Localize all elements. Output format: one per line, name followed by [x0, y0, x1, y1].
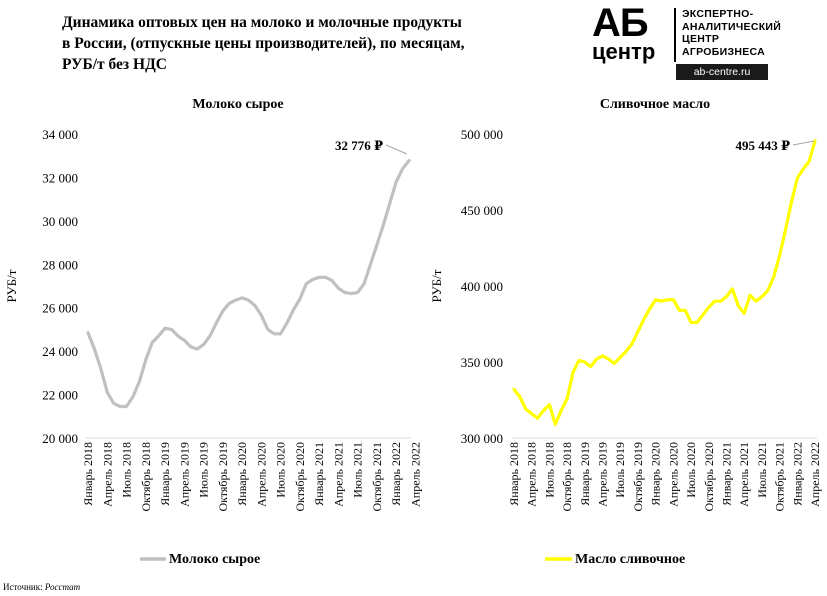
- butter-y-tick-label: 350 000: [461, 355, 503, 370]
- logo-caption-line-2: АНАЛИТИЧЕСКИЙ: [682, 20, 782, 33]
- title-line-2: в России, (отпускные цены производителей…: [62, 35, 465, 52]
- butter-x-tick-label: Апрель 2020: [666, 442, 680, 507]
- milk-y-tick-label: 20 000: [42, 431, 78, 446]
- milk-y-axis-label: РУБ/т: [4, 269, 19, 302]
- butter-x-tick-label: Апрель 2019: [596, 442, 610, 507]
- butter-x-tick-label: Январь 2019: [578, 442, 592, 506]
- milk-x-tick-label: Июль 2018: [120, 442, 134, 498]
- milk-x-tick-label: Июль 2019: [197, 442, 211, 498]
- milk-x-tick-label: Июль 2020: [274, 442, 288, 498]
- milk-y-tick-label: 32 000: [42, 170, 78, 185]
- logo-separator: [674, 8, 676, 62]
- milk-series-line: [86, 159, 411, 409]
- milk-y-tick-label: 30 000: [42, 214, 78, 229]
- butter-y-tick-label: 500 000: [461, 127, 503, 142]
- butter-x-tick-label: Январь 2021: [719, 442, 733, 506]
- milk-y-tick-label: 22 000: [42, 388, 78, 403]
- butter-x-tick-label: Июль 2020: [684, 442, 698, 498]
- milk-x-tick-label: Апрель 2021: [331, 442, 345, 507]
- milk-chart-title: Молоко сырое: [192, 97, 283, 112]
- butter-x-tick-label: Октябрь 2021: [773, 442, 787, 512]
- butter-x-tick-label: Июль 2018: [542, 442, 556, 498]
- butter-x-tick-label: Январь 2020: [649, 442, 663, 506]
- milk-end-value-label: 32 776 ₽: [335, 138, 383, 153]
- logo-site-badge: ab-centre.ru: [676, 64, 768, 80]
- milk-x-tick-label: Январь 2019: [158, 442, 172, 506]
- milk-legend-label: Молоко сырое: [169, 552, 260, 567]
- logo-caption: ЭКСПЕРТНО- АНАЛИТИЧЕСКИЙ ЦЕНТР АГРОБИЗНЕ…: [682, 8, 781, 58]
- butter-y-tick-label: 400 000: [461, 279, 503, 294]
- butter-x-tick-label: Октябрь 2018: [560, 442, 574, 512]
- butter-x-tick-label: Апрель 2021: [737, 442, 751, 507]
- butter-chart-title: Сливочное масло: [600, 97, 710, 112]
- milk-x-tick-label: Январь 2022: [389, 442, 403, 506]
- milk-y-tick-label: 24 000: [42, 344, 78, 359]
- butter-y-tick-label: 450 000: [461, 203, 503, 218]
- butter-x-tick-label: Апрель 2018: [525, 442, 539, 507]
- butter-end-label-leader: [792, 140, 815, 146]
- milk-x-tick-label: Апрель 2022: [408, 442, 422, 507]
- milk-x-tick-label: Апрель 2020: [254, 442, 268, 507]
- butter-x-tick-label: Январь 2018: [507, 442, 521, 506]
- title-line-1: Динамика оптовых цен на молоко и молочны…: [62, 14, 462, 31]
- ab-centre-logo: АБ центр ЭКСПЕРТНО- АНАЛИТИЧЕСКИЙ ЦЕНТР …: [592, 1, 802, 80]
- milk-x-tick-label: Январь 2021: [312, 442, 326, 506]
- butter-x-tick-label: Октябрь 2020: [702, 442, 716, 512]
- milk-x-tick-label: Январь 2020: [235, 442, 249, 506]
- butter-series-line: [512, 139, 817, 426]
- milk-x-tick-label: Октябрь 2018: [139, 442, 153, 512]
- source-value: Росстат: [44, 582, 81, 592]
- logo-caption-line-4: АГРОБИЗНЕСА: [682, 45, 766, 58]
- logo-ab-text: АБ: [592, 1, 649, 45]
- milk-x-tick-label: Апрель 2019: [177, 442, 191, 507]
- milk-x-tick-label: Октябрь 2020: [293, 442, 307, 512]
- milk-y-tick-label: 34 000: [42, 127, 78, 142]
- milk-y-tick-label: 28 000: [42, 257, 78, 272]
- butter-x-tick-label: Апрель 2022: [808, 442, 822, 507]
- milk-x-tick-label: Апрель 2018: [100, 442, 114, 507]
- butter-y-axis-label: РУБ/т: [429, 269, 444, 302]
- milk-x-tick-label: Январь 2018: [81, 442, 95, 506]
- source-note: Источник: Росстат: [3, 582, 80, 592]
- milk-x-tick-label: Июль 2021: [351, 442, 365, 498]
- title-line-3: РУБ/т без НДС: [62, 56, 167, 73]
- logo-caption-line-1: ЭКСПЕРТНО-: [682, 8, 754, 20]
- butter-end-value-label: 495 443 ₽: [735, 138, 790, 153]
- milk-end-label-leader: [385, 144, 408, 155]
- source-label: Источник:: [3, 582, 43, 592]
- butter-x-tick-label: Июль 2019: [613, 442, 627, 498]
- butter-x-tick-label: Июль 2021: [755, 442, 769, 498]
- logo-caption-line-3: ЦЕНТР: [682, 33, 720, 45]
- report-title: Динамика оптовых цен на молоко и молочны…: [62, 12, 562, 75]
- milk-x-tick-label: Октябрь 2021: [370, 442, 384, 512]
- butter-legend-label: Масло сливочное: [575, 552, 685, 567]
- milk-y-tick-label: 26 000: [42, 301, 78, 316]
- milk-x-tick-label: Октябрь 2019: [216, 442, 230, 512]
- butter-x-tick-label: Октябрь 2019: [631, 442, 645, 512]
- logo-centr-text: центр: [592, 39, 656, 64]
- butter-y-tick-label: 300 000: [461, 431, 503, 446]
- butter-x-tick-label: Январь 2022: [790, 442, 804, 506]
